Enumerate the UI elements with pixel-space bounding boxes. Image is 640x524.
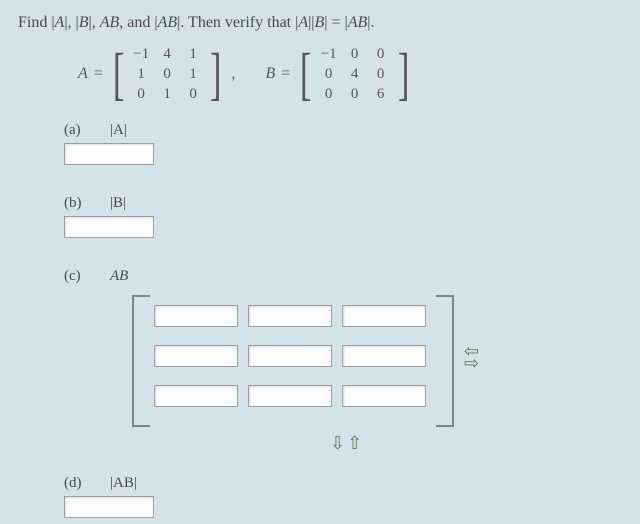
matrix-cell-input[interactable] (248, 385, 332, 407)
matrix-B-cell: 0 (342, 84, 368, 104)
matrix-cell-input[interactable] (342, 345, 426, 367)
part-c-var: AB (110, 268, 128, 285)
matrix-cell-input[interactable] (248, 345, 332, 367)
q-var-AB: AB (100, 14, 120, 31)
part-d: (d) |AB| (64, 475, 622, 518)
matrix-B: [ −1 0 0 0 4 0 0 0 6 ] (296, 44, 413, 104)
comma: , (231, 65, 235, 83)
part-a-var: |A| (110, 122, 127, 139)
matrix-B-label: B (265, 65, 275, 83)
matrix-A-label: A (78, 65, 88, 83)
q-var-B2: B (315, 14, 325, 31)
matrix-A-cell: 4 (154, 44, 180, 64)
matrix-input-grid (154, 305, 430, 421)
matrix-A-cell: 1 (180, 44, 206, 64)
q-var-B: B (79, 14, 89, 31)
matrix-definition-row: A = [ −1 4 1 1 0 1 0 1 0 ] , B = [ −1 0 … (78, 44, 622, 104)
matrix-A-cell: 1 (154, 84, 180, 104)
answer-input-d[interactable] (64, 496, 154, 518)
arrow-up-icon: ⇧ (347, 433, 362, 454)
part-b-label: (b) (64, 195, 92, 212)
equals-sign: = (94, 65, 103, 83)
matrix-cell-input[interactable] (154, 385, 238, 407)
q-var-AB2: AB (158, 14, 178, 31)
q-var-A2: A (298, 14, 308, 31)
bracket-left: [ (113, 47, 125, 101)
big-bracket-left (132, 295, 150, 427)
answer-input-b[interactable] (64, 216, 154, 238)
part-c-label: (c) (64, 268, 92, 285)
resize-cols-control[interactable]: ⇦ ⇨ (464, 345, 479, 369)
q-var-AB3: AB (348, 14, 368, 31)
part-a-label: (a) (64, 122, 92, 139)
answer-input-a[interactable] (64, 143, 154, 165)
part-b-var: |B| (110, 195, 126, 212)
matrix-A-grid: −1 4 1 1 0 1 0 1 0 (128, 44, 206, 104)
q-txt: Find | (18, 14, 55, 31)
big-bracket-right (436, 295, 454, 427)
part-d-var: |AB| (110, 475, 137, 492)
matrix-A: [ −1 4 1 1 0 1 0 1 0 ] (109, 44, 226, 104)
matrix-input-area: ⇩ ⇧ ⇦ ⇨ (132, 301, 472, 429)
matrix-B-grid: −1 0 0 0 4 0 0 0 6 (316, 44, 394, 104)
part-a: (a) |A| (64, 122, 622, 165)
part-c: (c) AB ⇩ ⇧ ⇦ ⇨ (64, 268, 622, 429)
q-txt: |. Then verify that | (177, 14, 298, 31)
matrix-cell-input[interactable] (342, 385, 426, 407)
matrix-B-cell: 0 (316, 84, 342, 104)
matrix-cell-input[interactable] (154, 305, 238, 327)
matrix-cell-input[interactable] (154, 345, 238, 367)
part-d-label: (d) (64, 475, 92, 492)
matrix-B-cell: 0 (316, 64, 342, 84)
arrow-down-icon: ⇩ (330, 433, 345, 454)
matrix-A-cell: −1 (128, 44, 154, 64)
q-txt: , and | (119, 14, 157, 31)
matrix-A-cell: 0 (128, 84, 154, 104)
matrix-A-cell: 1 (128, 64, 154, 84)
matrix-A-cell: 0 (154, 64, 180, 84)
q-txt: | = | (324, 14, 347, 31)
matrix-A-cell: 1 (180, 64, 206, 84)
equals-sign: = (281, 65, 290, 83)
q-txt: |. (367, 14, 374, 31)
matrix-B-cell: 0 (342, 44, 368, 64)
matrix-B-cell: 0 (368, 44, 394, 64)
q-var-A: A (55, 14, 65, 31)
question-statement: Find |A|, |B|, AB, and |AB|. Then verify… (18, 12, 622, 34)
matrix-cell-input[interactable] (342, 305, 426, 327)
matrix-cell-input[interactable] (248, 305, 332, 327)
bracket-right: ] (397, 47, 409, 101)
part-b: (b) |B| (64, 195, 622, 238)
q-txt: |, (89, 14, 100, 31)
resize-rows-control[interactable]: ⇩ ⇧ (330, 433, 362, 454)
matrix-B-cell: 6 (368, 84, 394, 104)
matrix-B-cell: 4 (342, 64, 368, 84)
bracket-right: ] (210, 47, 222, 101)
matrix-B-cell: −1 (316, 44, 342, 64)
bracket-left: [ (300, 47, 312, 101)
matrix-B-cell: 0 (368, 64, 394, 84)
matrix-A-cell: 0 (180, 84, 206, 104)
arrow-right-icon: ⇨ (464, 357, 479, 369)
q-txt: |, | (64, 14, 78, 31)
